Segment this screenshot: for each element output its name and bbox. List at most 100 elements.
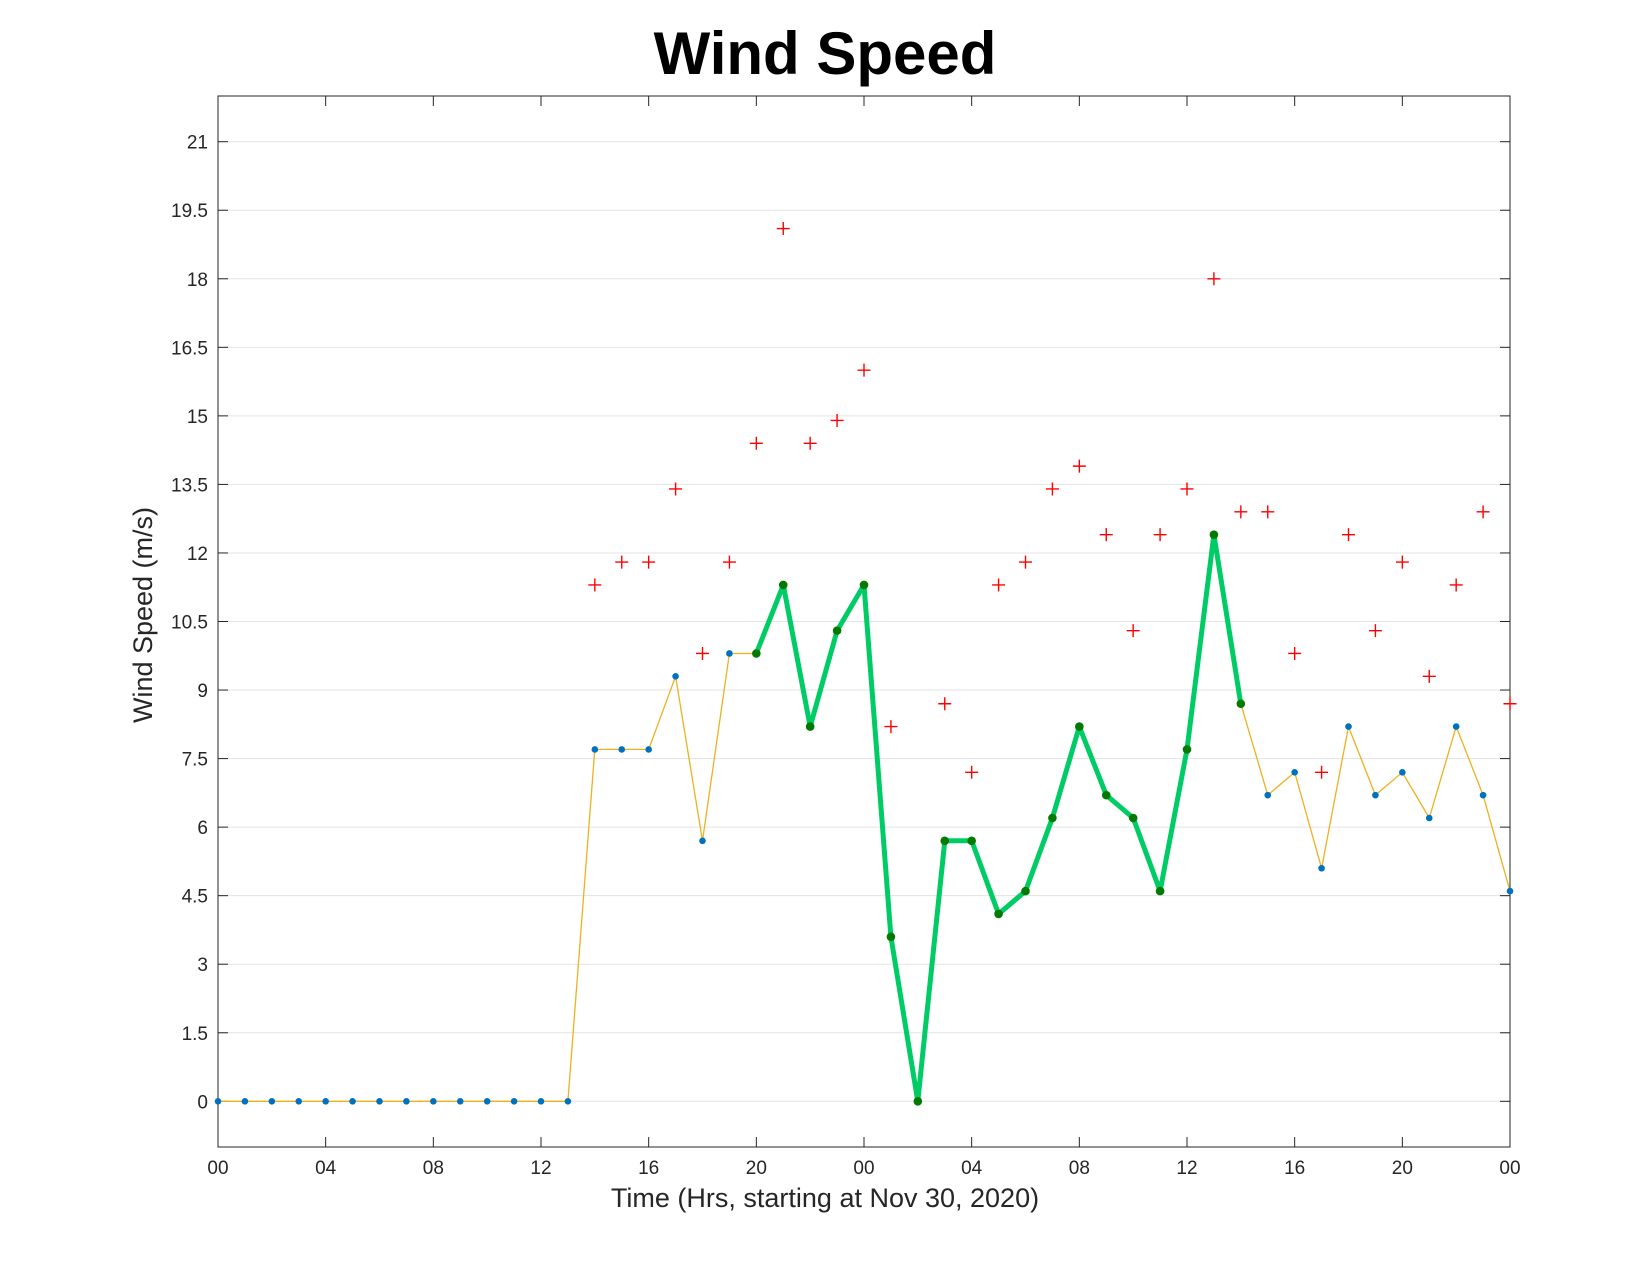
data-point-gust	[1234, 505, 1248, 519]
x-tick-label: 00	[853, 1158, 874, 1179]
data-point-gust	[1207, 272, 1221, 286]
y-tick-label: 15	[187, 407, 208, 428]
y-tick-label: 21	[187, 133, 208, 154]
data-point-sustained	[1399, 768, 1406, 776]
data-point-highlight	[805, 722, 815, 731]
data-point-gust	[1315, 765, 1329, 779]
data-point-gust	[615, 555, 629, 569]
data-point-sustained	[645, 746, 652, 753]
data-point-highlight	[967, 836, 976, 846]
data-point-sustained	[618, 746, 626, 753]
data-point-sustained	[726, 650, 733, 657]
data-point-gust	[857, 363, 871, 377]
data-point-highlight	[886, 932, 896, 942]
x-tick-label: 16	[1284, 1158, 1305, 1179]
data-point-sustained	[403, 1098, 410, 1105]
data-point-gust	[992, 578, 1006, 592]
data-point-gust	[722, 555, 736, 569]
data-point-sustained	[349, 1098, 356, 1105]
series-highlight	[752, 530, 1246, 1106]
grid	[218, 141, 1510, 1102]
data-point-highlight	[1021, 886, 1030, 896]
data-point-highlight	[859, 580, 869, 590]
data-point-highlight	[1101, 790, 1111, 800]
data-point-gust	[1099, 528, 1113, 542]
data-point-sustained	[430, 1098, 437, 1105]
data-point-sustained	[672, 673, 679, 680]
data-point-gust	[884, 720, 898, 734]
series	[214, 222, 1517, 1106]
chart-title: Wind Speed	[654, 20, 997, 87]
data-point-gust	[803, 436, 817, 450]
data-point-sustained	[699, 837, 706, 845]
data-point-gust	[588, 578, 602, 592]
data-point-gust	[669, 482, 683, 496]
x-tick-label: 00	[1499, 1158, 1520, 1179]
x-tick-label: 20	[746, 1158, 767, 1179]
data-point-gust	[1476, 505, 1490, 519]
data-point-highlight	[1048, 813, 1057, 823]
y-tick-label: 13.5	[171, 475, 208, 496]
x-axis-label: Time (Hrs, starting at Nov 30, 2020)	[611, 1183, 1039, 1213]
x-tick-label: 12	[1176, 1158, 1197, 1179]
data-point-sustained	[376, 1098, 383, 1105]
data-point-gust	[749, 436, 763, 450]
x-tick-label: 08	[423, 1158, 444, 1179]
y-tick-label: 12	[187, 544, 208, 565]
x-tick-label: 12	[530, 1158, 551, 1179]
x-tick-label: 04	[315, 1158, 337, 1179]
data-point-gust	[1503, 697, 1517, 711]
y-tick-label: 19.5	[171, 201, 208, 222]
data-point-sustained	[1372, 791, 1379, 799]
data-point-sustained	[322, 1098, 329, 1105]
data-point-gust	[1368, 624, 1382, 638]
y-tick-label: 9	[197, 681, 208, 702]
data-point-gust	[1288, 646, 1302, 660]
x-tick-label: 08	[1069, 1158, 1090, 1179]
data-point-gust	[1072, 459, 1086, 473]
data-point-sustained	[483, 1098, 491, 1105]
data-point-gust	[938, 697, 952, 711]
series-gust	[588, 222, 1517, 779]
y-tick-label: 4.5	[182, 887, 208, 908]
data-point-sustained	[1425, 814, 1433, 822]
data-point-highlight	[1236, 699, 1246, 709]
data-point-highlight	[1128, 813, 1138, 823]
data-point-highlight	[940, 836, 950, 846]
data-point-sustained	[241, 1098, 249, 1105]
y-tick-label: 16.5	[171, 338, 208, 359]
x-tick-label: 16	[638, 1158, 659, 1179]
data-point-gust	[1449, 578, 1463, 592]
data-point-gust	[1045, 482, 1059, 496]
y-tick-label: 7.5	[182, 750, 208, 771]
data-point-highlight	[1209, 530, 1219, 539]
data-point-gust	[1342, 528, 1355, 542]
data-point-sustained	[1452, 723, 1460, 730]
data-point-sustained	[295, 1098, 303, 1105]
y-tick-label: 18	[187, 270, 208, 291]
data-point-highlight	[1155, 886, 1165, 896]
data-point-highlight	[752, 649, 761, 658]
data-point-sustained	[591, 746, 599, 753]
data-point-gust	[1180, 482, 1194, 496]
data-point-highlight	[778, 580, 788, 590]
data-point-sustained	[1264, 791, 1272, 799]
data-point-gust	[965, 765, 979, 779]
x-tick-label: 00	[207, 1158, 228, 1179]
data-point-sustained	[456, 1098, 464, 1105]
y-tick-label: 10.5	[171, 613, 208, 634]
data-point-sustained	[1318, 864, 1325, 872]
data-point-sustained	[510, 1098, 518, 1105]
data-point-gust	[830, 413, 844, 427]
data-point-highlight	[994, 909, 1003, 919]
data-point-gust	[1261, 505, 1275, 519]
data-point-sustained	[214, 1098, 222, 1105]
data-point-gust	[1126, 624, 1140, 638]
data-point-highlight	[832, 626, 842, 635]
data-point-gust	[1019, 555, 1032, 569]
data-point-gust	[696, 646, 709, 660]
data-point-gust	[1395, 555, 1409, 569]
data-point-highlight	[913, 1097, 923, 1106]
